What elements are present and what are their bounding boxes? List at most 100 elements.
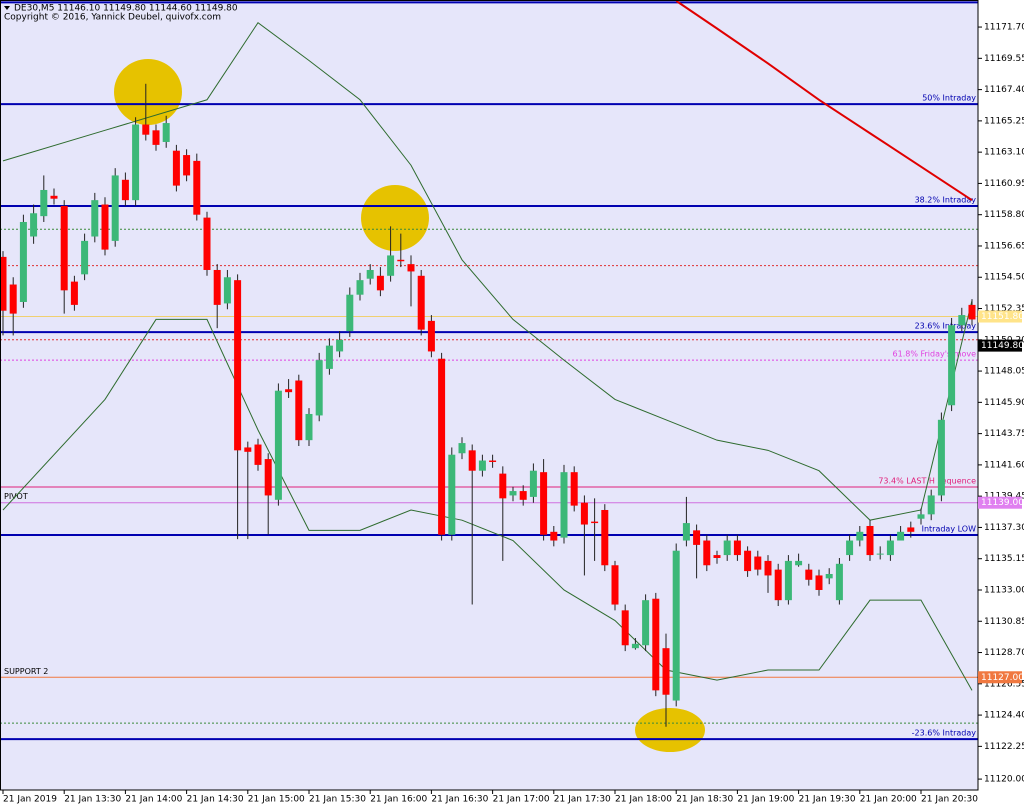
highlight xyxy=(114,59,182,125)
candle-body xyxy=(325,345,333,369)
candle-body xyxy=(9,284,17,314)
candle-body xyxy=(754,556,762,570)
y-tick-label: 11163.10 xyxy=(984,148,1024,158)
y-tick-label: 11135.15 xyxy=(984,554,1024,564)
candle-body xyxy=(81,240,89,275)
candle-body xyxy=(417,275,425,330)
price-box xyxy=(978,339,1022,352)
x-tick-label: 21 Jan 14:00 xyxy=(125,795,182,805)
candle-body xyxy=(611,565,619,605)
candle-body xyxy=(876,553,884,555)
x-tick-label: 21 Jan 17:00 xyxy=(493,795,550,805)
candle-body xyxy=(162,123,170,142)
x-tick-label: 21 Jan 20:30 xyxy=(921,795,978,805)
level-label: SUPPORT 2 xyxy=(4,667,48,676)
candle-body xyxy=(846,540,854,556)
x-tick-label: 21 Jan 16:30 xyxy=(431,795,488,805)
y-tick-label: 11124.40 xyxy=(984,711,1024,721)
y-tick-label: 11120.00 xyxy=(984,775,1024,785)
candle-body xyxy=(448,454,456,535)
candle-body xyxy=(183,155,191,176)
candle-body xyxy=(274,390,282,500)
candle-body xyxy=(356,280,364,295)
candle-body xyxy=(19,221,27,302)
y-tick-label: 11143.75 xyxy=(984,429,1024,439)
candle-body xyxy=(0,256,7,311)
candle-body xyxy=(315,360,323,416)
candle-body xyxy=(121,179,129,201)
candle-body xyxy=(132,124,140,201)
level-label: Intraday LOW xyxy=(922,525,976,534)
candle-body xyxy=(346,294,354,332)
candle-body xyxy=(682,523,690,541)
y-tick-label: 11148.05 xyxy=(984,367,1024,377)
indicator-line xyxy=(675,0,973,201)
candle-body xyxy=(468,450,476,471)
y-tick-label: 11139.45 xyxy=(984,492,1024,502)
candle-body xyxy=(784,560,792,601)
candle-body xyxy=(672,550,680,701)
candle-body xyxy=(111,175,119,241)
candle-body xyxy=(917,514,925,519)
candle-body xyxy=(540,472,548,535)
y-tick-label: 11156.65 xyxy=(984,241,1024,251)
candle-body xyxy=(815,575,823,590)
candle-body xyxy=(744,550,752,572)
x-tick-label: 21 Jan 19:00 xyxy=(737,795,794,805)
x-tick-label: 21 Jan 15:00 xyxy=(248,795,305,805)
menu-triangle xyxy=(4,6,10,10)
x-tick-label: 21 Jan 2019 xyxy=(3,795,57,805)
level-label: 50% Intraday xyxy=(922,94,976,103)
y-tick-label: 11154.50 xyxy=(984,273,1024,283)
x-tick-label: 21 Jan 13:30 xyxy=(64,795,121,805)
y-tick-label: 11141.60 xyxy=(984,460,1024,470)
candle-body xyxy=(152,130,160,145)
plot-layer: 50% Intraday 38.2% Intraday 23.6% Intraday… xyxy=(0,0,978,741)
x-tick-label: 21 Jan 20:00 xyxy=(860,795,917,805)
candle-body xyxy=(570,472,578,506)
candle-body xyxy=(366,269,374,279)
header: DE30,M5 11146.10 11149.80 11144.60 11149… xyxy=(14,4,238,14)
candle-body xyxy=(499,473,507,499)
candle-body xyxy=(733,540,741,556)
candle-body xyxy=(642,600,650,646)
y-tick-label: 11137.30 xyxy=(984,523,1024,533)
candle-body xyxy=(387,255,395,276)
plot-border xyxy=(0,0,979,791)
copyright: Copyright © 2016, Yannick Deubel, quivof… xyxy=(4,13,221,23)
candle-body xyxy=(958,315,966,326)
candle-body xyxy=(376,275,384,291)
y-tick-label: 11122.25 xyxy=(984,742,1024,752)
candle-body xyxy=(621,610,629,646)
candle-body xyxy=(550,531,558,541)
candle-body xyxy=(427,320,435,352)
candle-body xyxy=(91,200,99,237)
candle-body xyxy=(234,280,242,451)
candle-body xyxy=(529,470,537,497)
candle-body xyxy=(662,648,670,695)
candle-body xyxy=(519,491,527,500)
candle-body xyxy=(937,419,945,496)
candle-body xyxy=(907,527,915,532)
indicator-line xyxy=(2,21,973,521)
y-tick-label: 11128.70 xyxy=(984,648,1024,658)
price-box xyxy=(978,671,1022,684)
candle-body xyxy=(825,573,833,579)
candle-body xyxy=(254,444,262,465)
candle-body xyxy=(489,460,497,462)
level-label: -23.6% Intraday xyxy=(912,729,977,738)
y-tick-label: 11169.55 xyxy=(984,54,1024,64)
level-label: 38.2% Intraday xyxy=(915,195,977,204)
candle-body xyxy=(264,459,272,496)
candle-body xyxy=(560,472,568,538)
candle-body xyxy=(223,277,231,304)
x-tick-label: 21 Jan 16:00 xyxy=(370,795,427,805)
candle-body xyxy=(764,560,772,576)
candle-body xyxy=(693,530,701,545)
highlight xyxy=(361,185,429,251)
candle-body xyxy=(478,460,486,471)
candle-body xyxy=(948,325,956,406)
price-box xyxy=(978,496,1022,509)
candle-body xyxy=(193,160,201,215)
